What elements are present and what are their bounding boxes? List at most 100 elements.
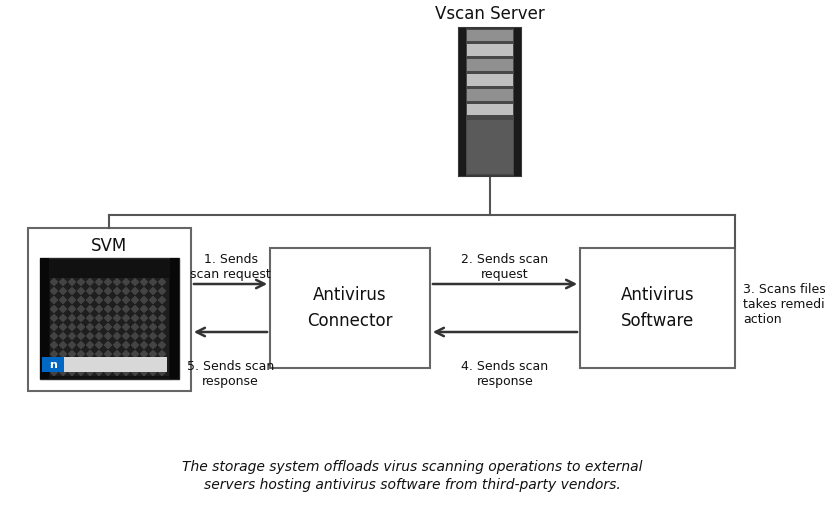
Polygon shape xyxy=(131,278,139,286)
Polygon shape xyxy=(158,297,166,303)
Polygon shape xyxy=(158,306,166,312)
Polygon shape xyxy=(87,288,93,295)
Polygon shape xyxy=(96,314,102,321)
Polygon shape xyxy=(59,332,67,340)
Polygon shape xyxy=(149,360,157,366)
Text: servers hosting antivirus software from third-party vendors.: servers hosting antivirus software from … xyxy=(204,478,621,492)
Polygon shape xyxy=(140,351,148,358)
Polygon shape xyxy=(59,323,67,331)
Polygon shape xyxy=(140,369,148,375)
Polygon shape xyxy=(131,369,139,375)
Polygon shape xyxy=(87,341,93,349)
Polygon shape xyxy=(59,288,67,295)
Polygon shape xyxy=(131,332,139,340)
Polygon shape xyxy=(158,332,166,340)
Bar xyxy=(467,29,513,41)
Polygon shape xyxy=(140,306,148,312)
Polygon shape xyxy=(158,369,166,375)
Polygon shape xyxy=(131,297,139,303)
Bar xyxy=(459,28,521,176)
Polygon shape xyxy=(140,332,148,340)
Polygon shape xyxy=(78,314,84,321)
Polygon shape xyxy=(50,332,58,340)
Polygon shape xyxy=(122,297,130,303)
Polygon shape xyxy=(59,278,67,286)
Polygon shape xyxy=(50,323,58,331)
Text: 4. Sends scan
response: 4. Sends scan response xyxy=(461,360,549,388)
Polygon shape xyxy=(96,332,102,340)
Polygon shape xyxy=(122,288,130,295)
Polygon shape xyxy=(105,323,111,331)
Polygon shape xyxy=(131,360,139,366)
Polygon shape xyxy=(96,360,102,366)
Polygon shape xyxy=(68,360,76,366)
Polygon shape xyxy=(59,351,67,358)
Polygon shape xyxy=(158,288,166,295)
Polygon shape xyxy=(122,314,130,321)
Polygon shape xyxy=(122,306,130,312)
Polygon shape xyxy=(122,360,130,366)
Polygon shape xyxy=(122,332,130,340)
Polygon shape xyxy=(114,297,120,303)
Polygon shape xyxy=(140,314,148,321)
Bar xyxy=(28,228,191,391)
Polygon shape xyxy=(140,323,148,331)
Polygon shape xyxy=(59,314,67,321)
Text: SVM: SVM xyxy=(92,237,128,255)
Polygon shape xyxy=(68,297,76,303)
Polygon shape xyxy=(131,351,139,358)
Polygon shape xyxy=(105,341,111,349)
Polygon shape xyxy=(140,360,148,366)
Text: n: n xyxy=(49,360,57,370)
Polygon shape xyxy=(122,341,130,349)
Text: Antivirus
Software: Antivirus Software xyxy=(620,286,695,330)
Polygon shape xyxy=(131,306,139,312)
Polygon shape xyxy=(114,306,120,312)
Polygon shape xyxy=(122,323,130,331)
Polygon shape xyxy=(149,306,157,312)
Bar xyxy=(467,103,513,116)
Polygon shape xyxy=(87,360,93,366)
Polygon shape xyxy=(87,323,93,331)
Polygon shape xyxy=(114,314,120,321)
Polygon shape xyxy=(68,323,76,331)
Bar xyxy=(467,44,513,56)
Bar xyxy=(40,258,49,379)
Polygon shape xyxy=(68,314,76,321)
Polygon shape xyxy=(78,332,84,340)
Polygon shape xyxy=(87,314,93,321)
Polygon shape xyxy=(50,297,58,303)
Polygon shape xyxy=(78,341,84,349)
Polygon shape xyxy=(87,351,93,358)
Polygon shape xyxy=(105,332,111,340)
Bar xyxy=(467,89,513,100)
Polygon shape xyxy=(149,369,157,375)
Polygon shape xyxy=(96,351,102,358)
Polygon shape xyxy=(114,323,120,331)
Polygon shape xyxy=(96,341,102,349)
Text: 5. Sends scan
response: 5. Sends scan response xyxy=(187,360,274,388)
Polygon shape xyxy=(78,351,84,358)
Polygon shape xyxy=(149,341,157,349)
Text: The storage system offloads virus scanning operations to external: The storage system offloads virus scanni… xyxy=(182,460,643,474)
Text: 1. Sends
scan request: 1. Sends scan request xyxy=(190,253,271,281)
Polygon shape xyxy=(105,297,111,303)
Bar xyxy=(459,28,466,176)
Polygon shape xyxy=(122,278,130,286)
Polygon shape xyxy=(131,323,139,331)
Polygon shape xyxy=(78,323,84,331)
Polygon shape xyxy=(87,332,93,340)
Text: 3. Scans files and
takes remedial
action: 3. Scans files and takes remedial action xyxy=(743,283,825,326)
Polygon shape xyxy=(149,323,157,331)
Polygon shape xyxy=(114,278,120,286)
Polygon shape xyxy=(149,297,157,303)
Polygon shape xyxy=(59,297,67,303)
Polygon shape xyxy=(96,297,102,303)
Bar xyxy=(467,120,513,174)
Polygon shape xyxy=(68,341,76,349)
Polygon shape xyxy=(158,323,166,331)
Polygon shape xyxy=(149,288,157,295)
Polygon shape xyxy=(105,306,111,312)
Polygon shape xyxy=(50,341,58,349)
Polygon shape xyxy=(96,288,102,295)
